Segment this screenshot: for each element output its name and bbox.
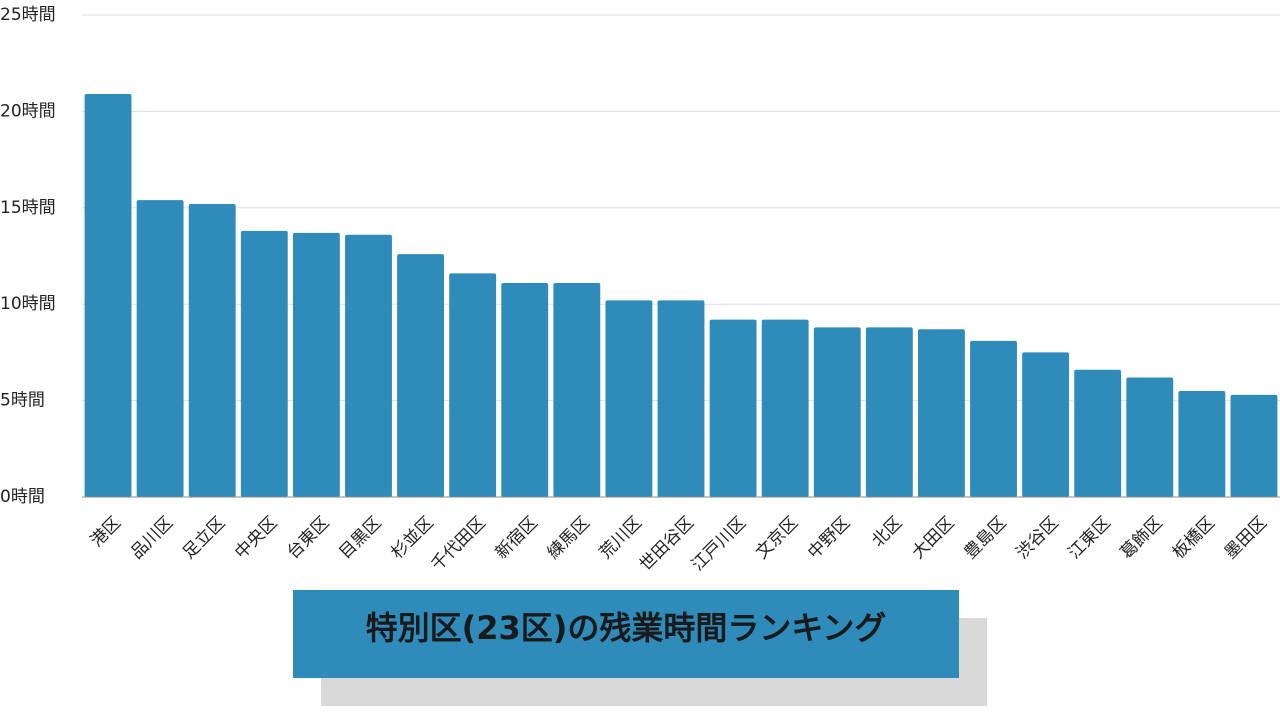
bar: [1230, 394, 1278, 497]
y-tick-label: 15時間: [0, 198, 56, 218]
x-tick-label: 大田区: [908, 513, 958, 563]
bar: [553, 282, 601, 497]
x-tick-label: 葛飾区: [1117, 513, 1167, 563]
x-tick-label: 荒川区: [596, 513, 646, 563]
bar: [865, 327, 913, 497]
bar: [292, 232, 340, 497]
x-tick-label: 品川区: [127, 513, 177, 563]
bar: [449, 273, 497, 497]
bar: [1178, 390, 1226, 497]
bar: [709, 319, 757, 497]
bar: [501, 282, 549, 497]
x-tick-label: 文京区: [752, 513, 802, 563]
bar: [136, 200, 184, 497]
bar: [813, 327, 861, 497]
x-tick-label: 千代田区: [427, 513, 489, 575]
x-tick-label: 足立区: [179, 513, 229, 563]
y-tick-label: 5時間: [0, 391, 45, 411]
bar: [605, 300, 653, 497]
x-tick-label: 板橋区: [1169, 513, 1219, 563]
x-tick-label: 墨田区: [1221, 513, 1271, 563]
x-tick-label: 練馬区: [544, 513, 594, 563]
y-tick-label: 25時間: [0, 5, 56, 25]
bar: [397, 254, 445, 497]
bar: [345, 234, 392, 498]
x-tick-label: 渋谷区: [1012, 513, 1062, 563]
x-tick-label: 中野区: [804, 513, 854, 563]
bar: [1126, 377, 1174, 497]
y-tick-label: 20時間: [0, 101, 56, 121]
x-tick-label: 新宿区: [492, 513, 542, 563]
x-tick-label: 港区: [87, 513, 125, 551]
bar: [1074, 369, 1122, 497]
x-tick-label: 豊島区: [960, 513, 1010, 563]
title-box: [293, 590, 959, 678]
x-tick-label: 世田谷区: [636, 513, 698, 575]
x-tick-label: 江東区: [1065, 513, 1115, 563]
bar: [917, 329, 965, 497]
x-tick-label: 目黒区: [335, 513, 385, 563]
y-tick-label: 10時間: [0, 294, 56, 314]
x-tick-label: 杉並区: [387, 513, 437, 563]
bar: [657, 300, 705, 497]
bar: [84, 94, 132, 497]
bar: [761, 319, 809, 497]
x-tick-label: 北区: [868, 513, 906, 551]
x-tick-label: 中央区: [231, 513, 281, 563]
bar: [970, 340, 1017, 497]
chart-title: 特別区(23区)の残業時間ランキング: [366, 609, 887, 647]
bar: [240, 230, 288, 497]
bar: [188, 203, 236, 497]
x-tick-label: 台東区: [283, 513, 333, 563]
x-tick-label: 江戸川区: [688, 513, 750, 575]
y-tick-label: 0時間: [0, 487, 45, 507]
bar: [1022, 352, 1070, 497]
